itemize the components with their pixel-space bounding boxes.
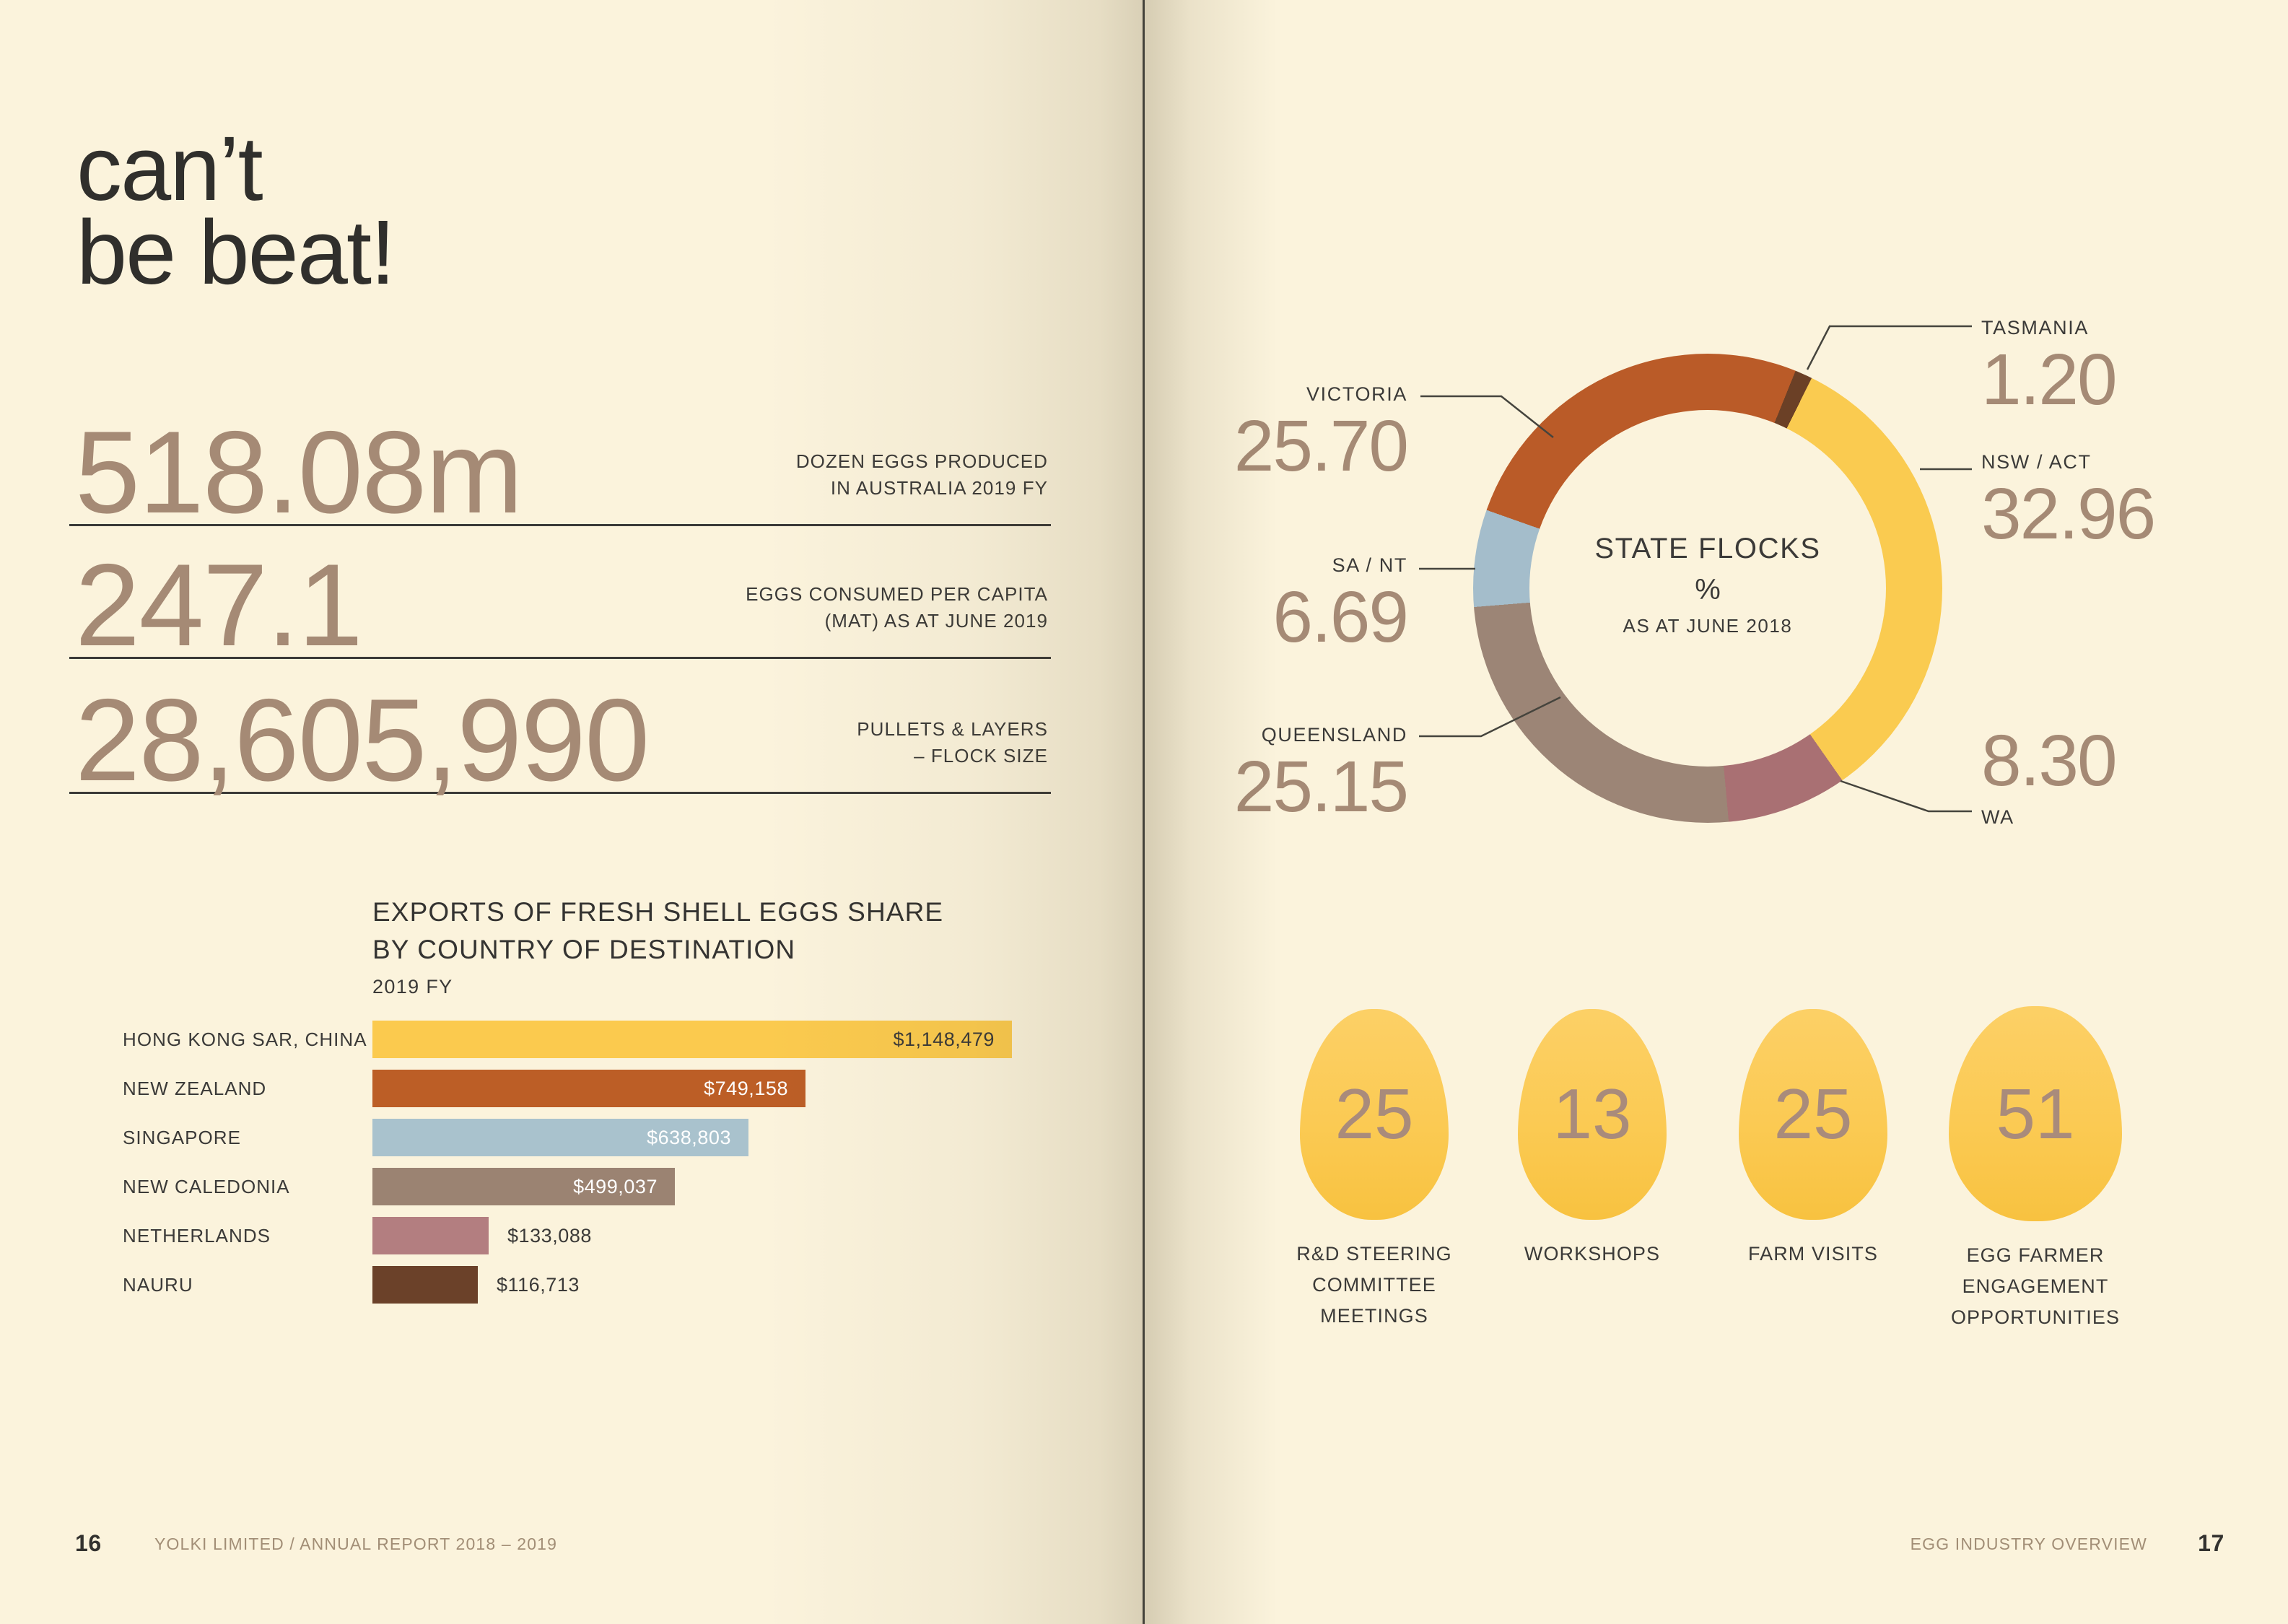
bar [372,1217,489,1254]
donut-callout-nsw-act: NSW / ACT 32.96 [1981,449,2284,550]
donut-hole [1529,410,1886,767]
bar [372,1119,748,1156]
slice-label: TASMANIA [1981,317,2089,339]
donut-unit: % [1695,574,1721,606]
slice-label: WA [1981,806,2014,828]
stat-row-eggs-per-capita: 247.1 EGGS CONSUMED PER CAPITA (MAT) AS … [69,531,1051,664]
bar-value-label: $1,148,479 [893,1029,995,1050]
page-title: can’t be beat! [77,118,396,304]
donut-callout-victoria: VICTORIA 25.70 [1126,381,1409,486]
egg-stat-farm-visits: 25 FARM VISITS [1698,1009,1929,1270]
bar [372,1070,805,1107]
bar-value-label: $749,158 [704,1078,788,1099]
bar [372,1168,675,1205]
egg-icon: 51 [1949,1006,2122,1221]
donut-callout-sa-nt: SA / NT 6.69 [1126,552,1409,658]
bar-row-new-caledonia: NEW CALEDONIA $499,037 [123,1168,1133,1205]
egg-value: 13 [1553,1074,1632,1153]
bar-category-label: SINGAPORE [123,1127,241,1148]
bar [372,1266,478,1304]
stat-row-flock-size: 28,605,990 PULLETS & LAYERS – FLOCK SIZE [69,663,1051,799]
egg-icon: 13 [1518,1009,1667,1220]
leader-line-wa [1840,780,1972,813]
stat-value: 518.08m [75,407,523,538]
bar-row-nauru: NAURU $116,713 [123,1266,1133,1304]
stat-label: EGGS CONSUMED PER CAPITA (MAT) AS AT JUN… [746,582,1048,632]
bar [372,1021,1012,1058]
bar-value-label: $499,037 [573,1176,658,1197]
stat-value: 28,605,990 [75,675,650,806]
donut-title: STATE FLOCKS [1594,533,1821,564]
donut-callout-tasmania: TASMANIA 1.20 [1981,315,2284,416]
bar-row-netherlands: NETHERLANDS $133,088 [123,1217,1133,1254]
stat-value: 247.1 [75,540,363,671]
slice-label: VICTORIA [1306,383,1407,405]
slice-label: NSW / ACT [1981,451,2092,473]
stat-row-dozen-eggs: 518.08m DOZEN EGGS PRODUCED IN AUSTRALIA… [69,397,1051,531]
stat-label: DOZEN EGGS PRODUCED IN AUSTRALIA 2019 FY [795,450,1048,499]
slice-value: 6.69 [1272,577,1409,658]
bar-category-label: NETHERLANDS [123,1225,271,1247]
stat-label: PULLETS & LAYERS – FLOCK SIZE [857,717,1048,767]
egg-label: EGG FARMER ENGAGEMENT OPPORTUNITIES [1950,1244,2121,1329]
slice-value: 25.70 [1233,406,1409,486]
slice-value: 32.96 [1981,473,2156,554]
egg-label: R&D STEERING COMMITTEE MEETINGS [1296,1243,1452,1327]
egg-value: 25 [1773,1074,1853,1153]
page-number-right: 17 [2198,1530,2224,1556]
bar-row-new-zealand: NEW ZEALAND $749,158 [123,1070,1133,1107]
egg-stat-engagement: 51 EGG FARMER ENGAGEMENT OPPORTUNITIES [1920,1006,2151,1334]
bar-value-label: $133,088 [507,1225,592,1247]
donut-callout-queensland: QUEENSLAND 25.15 [1126,722,1409,827]
bar-chart-title: EXPORTS OF FRESH SHELL EGGS SHARE BY COU… [372,897,944,964]
donut-callout-wa: 8.30 WA [1981,725,2284,830]
bar-category-label: NEW ZEALAND [123,1078,267,1099]
egg-value: 51 [1996,1074,2075,1153]
spine-divider [1143,0,1145,1624]
egg-value: 25 [1335,1074,1414,1153]
slice-value: 25.15 [1233,746,1409,827]
bar-value-label: $116,713 [497,1274,580,1296]
donut-subtitle: AS AT JUNE 2018 [1623,615,1793,637]
bar-category-label: HONG KONG SAR, CHINA [123,1029,367,1050]
egg-label: FARM VISITS [1748,1243,1878,1265]
footer-section-title: EGG INDUSTRY OVERVIEW [1910,1534,2147,1553]
egg-stat-rd-meetings: 25 R&D STEERING COMMITTEE MEETINGS [1259,1009,1490,1332]
donut-center-text: STATE FLOCKS % AS AT JUNE 2018 [1473,533,1942,637]
bar-chart-subtitle: 2019 FY [372,976,453,997]
bar-row-hong-kong: HONG KONG SAR, CHINA $1,148,479 [123,1021,1133,1058]
slice-label: QUEENSLAND [1261,724,1407,746]
slice-value: 8.30 [1981,720,2118,801]
page-gutter-shadow-left [765,0,1144,1624]
bar-category-label: NAURU [123,1274,193,1296]
donut-ring: STATE FLOCKS % AS AT JUNE 2018 [1473,354,1942,823]
slice-value: 1.20 [1981,339,2118,420]
slice-label: SA / NT [1332,554,1407,576]
leader-line-tasmania [1806,325,1972,370]
bar-row-singapore: SINGAPORE $638,803 [123,1119,1133,1156]
bar-category-label: NEW CALEDONIA [123,1176,290,1197]
egg-icon: 25 [1300,1009,1449,1220]
egg-icon: 25 [1739,1009,1887,1220]
page-number-left: 16 [75,1530,102,1556]
bar-value-label: $638,803 [647,1127,731,1148]
egg-label: WORKSHOPS [1524,1243,1661,1265]
footer-report-title: YOLKI LIMITED / ANNUAL REPORT 2018 – 201… [154,1534,558,1553]
egg-stat-workshops: 13 WORKSHOPS [1477,1009,1708,1270]
